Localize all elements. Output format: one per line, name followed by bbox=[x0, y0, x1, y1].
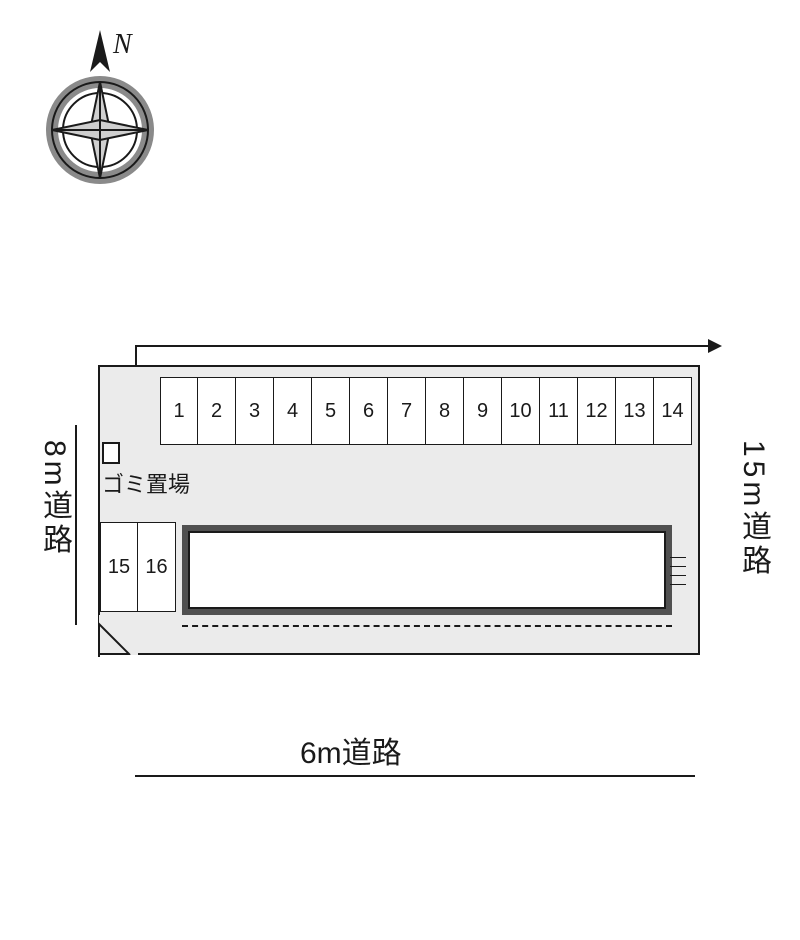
parking-slot: 5 bbox=[312, 377, 350, 445]
parking-row-top: 1 2 3 4 5 6 7 8 9 10 11 12 13 14 bbox=[160, 377, 692, 445]
road-label-bottom: 6m道路 bbox=[300, 728, 402, 772]
trash-area-box bbox=[102, 442, 120, 464]
parking-slot: 3 bbox=[236, 377, 274, 445]
parking-slot: 10 bbox=[502, 377, 540, 445]
top-dimension-arrow bbox=[708, 339, 722, 353]
parking-slot: 1 bbox=[160, 377, 198, 445]
parking-slot: 11 bbox=[540, 377, 578, 445]
parking-slot: 12 bbox=[578, 377, 616, 445]
trash-area-label: ゴミ置場 bbox=[102, 467, 190, 499]
parking-slot: 16 bbox=[138, 522, 176, 612]
compass: N bbox=[35, 25, 165, 200]
site-plan: 1 2 3 4 5 6 7 8 9 10 11 12 13 14 ゴミ置場 15… bbox=[100, 355, 700, 675]
road-label-right: 15m道路 bbox=[731, 440, 775, 578]
north-label: N bbox=[112, 29, 133, 60]
road-label-left: 8m道路 bbox=[32, 440, 76, 558]
lot-boundary: 1 2 3 4 5 6 7 8 9 10 11 12 13 14 ゴミ置場 15… bbox=[100, 365, 700, 655]
parking-slot: 15 bbox=[100, 522, 138, 612]
parking-slot: 14 bbox=[654, 377, 692, 445]
parking-slot: 9 bbox=[464, 377, 502, 445]
parking-slot: 8 bbox=[426, 377, 464, 445]
parking-slot: 6 bbox=[350, 377, 388, 445]
parking-slot: 2 bbox=[198, 377, 236, 445]
road-line-bottom bbox=[135, 775, 695, 777]
building-steps bbox=[670, 549, 686, 593]
top-dimension-line bbox=[135, 345, 710, 347]
parking-slot: 13 bbox=[616, 377, 654, 445]
parking-slot: 4 bbox=[274, 377, 312, 445]
setback-line bbox=[182, 625, 672, 627]
parking-row-bottom: 15 16 bbox=[100, 522, 176, 612]
building-outline bbox=[182, 525, 672, 615]
parking-slot: 7 bbox=[388, 377, 426, 445]
